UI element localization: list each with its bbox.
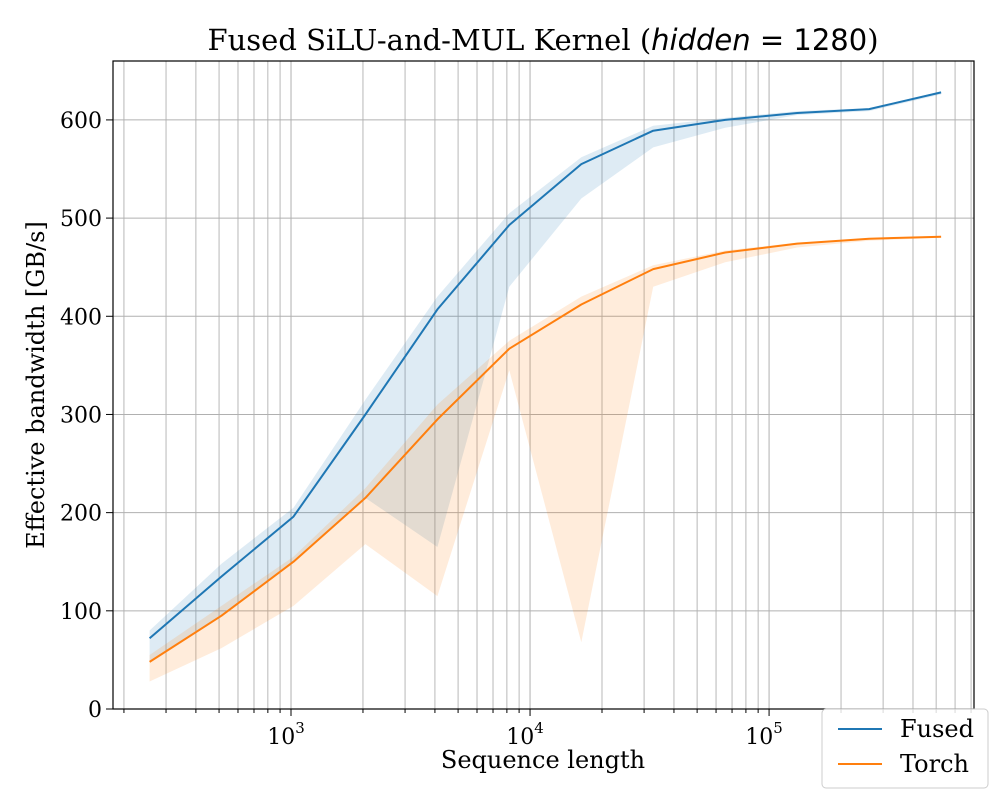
series-lines <box>148 91 942 663</box>
y-tick-label: 200 <box>60 502 102 527</box>
y-tick-label: 600 <box>60 109 102 134</box>
y-tick-label: 300 <box>60 403 102 428</box>
legend-label-torch: Torch <box>900 750 969 778</box>
x-tick-label: 104 <box>506 719 544 750</box>
x-axis-label: Sequence length <box>441 746 645 774</box>
chart-title-variable: hidden <box>651 23 750 57</box>
band-fused <box>149 91 942 662</box>
series-line-fused <box>148 91 942 640</box>
confidence-bands <box>149 91 942 682</box>
y-tick-label: 100 <box>60 600 102 625</box>
x-tick-label: 103 <box>267 719 305 750</box>
y-tick-label: 500 <box>60 207 102 232</box>
y-axis-label: Effective bandwidth [GB/s] <box>22 221 50 549</box>
grid <box>113 61 974 710</box>
x-tick-label: 105 <box>745 719 783 750</box>
chart-title: Fused SiLU-and-MUL Kernel (hidden = 1280… <box>207 23 878 57</box>
band-torch <box>149 235 942 682</box>
chart-title-equals: = 1280 <box>751 23 868 57</box>
y-tick-label: 400 <box>60 305 102 330</box>
series-line-torch <box>149 235 942 663</box>
y-tick-label: 0 <box>88 698 102 723</box>
legend: Fused Torch <box>821 708 989 789</box>
plot-frame <box>112 60 975 710</box>
chart-title-suffix: ) <box>867 23 878 57</box>
axis-ticks: 0 100 200 300 400 500 600 103 104 105 <box>60 109 972 750</box>
legend-label-fused: Fused <box>900 715 974 743</box>
chart-title-prefix: Fused SiLU-and-MUL Kernel ( <box>207 23 651 57</box>
